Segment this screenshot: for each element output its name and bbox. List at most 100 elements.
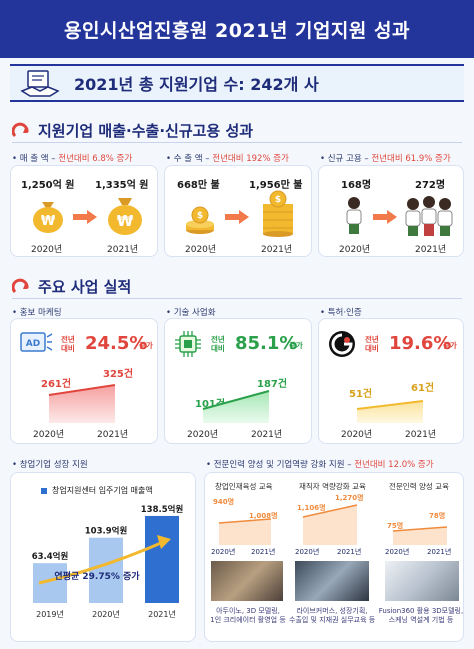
training-a-2020-label: 2020년 <box>211 548 236 556</box>
bar-value-label: 103.9억원 <box>85 526 128 537</box>
tech-2021-value: 187건 <box>257 379 288 390</box>
increase-arrow-icon <box>225 210 249 224</box>
growth-annotation: 연평균 29.75% 증가 <box>54 570 140 582</box>
x-tick-label: 2021년 <box>148 609 176 619</box>
training-a-2021-label: 2021년 <box>251 548 276 556</box>
training-c-2020-label: 2020년 <box>385 548 410 556</box>
patent-seal-icon <box>329 331 355 357</box>
svg-text:AD: AD <box>26 339 40 349</box>
trend-arrow-line <box>38 541 162 585</box>
people-group-icon <box>405 196 453 236</box>
exports-card: 668만 불 1,956만 불 $ $ 2020년 2021년 <box>164 165 312 257</box>
training-b-area-chart <box>302 504 358 545</box>
svg-text:₩: ₩ <box>117 212 134 230</box>
x-tick-label: 2019년 <box>36 609 64 619</box>
won-moneybag-large-icon: ₩ <box>108 198 142 235</box>
tech-card: 전년 대비 85.1% 증가 101건 187건 2020년 2021년 <box>164 318 312 444</box>
bar-2019년 <box>33 563 67 603</box>
tech-2020-label: 2020년 <box>187 430 219 440</box>
svg-text:₩: ₩ <box>41 214 56 229</box>
training-a-photo <box>211 561 283 601</box>
section-divider <box>12 298 462 299</box>
pr-subtitle: • 홍보 마케팅 <box>12 308 62 318</box>
training-a-2020-value: 940명 <box>213 498 235 506</box>
sales-2020-label: 2020년 <box>31 245 63 255</box>
page-title: 용인시산업진흥원 2021년 기업지원 성과 <box>0 0 474 58</box>
exports-2021-value: 1,956만 불 <box>249 180 303 191</box>
pr-area-chart <box>48 384 116 423</box>
growth-arrow-icon <box>12 122 29 137</box>
exports-2020-label: 2020년 <box>185 245 217 255</box>
patent-2021-value: 61건 <box>411 383 435 394</box>
tech-2021-label: 2021년 <box>251 430 283 440</box>
training-b-2021-value: 1,270명 <box>335 494 364 502</box>
hiring-2021-value: 272명 <box>415 180 446 191</box>
section-projects-title: 주요 사업 실적 <box>38 278 132 296</box>
bar-2021년 <box>145 515 179 603</box>
training-c-2021-label: 2021년 <box>427 548 452 556</box>
hiring-2021-label: 2021년 <box>415 245 447 255</box>
startup-chart-title: 창업지원센터 입주기업 매출액 <box>52 486 153 495</box>
training-c-caption: Fusion360 활용 3D모델링, 스케닝 역설계 기법 등 <box>378 607 464 624</box>
person-icon <box>346 197 362 234</box>
tech-2020-value: 101건 <box>195 399 226 410</box>
bar-value-label: 63.4억원 <box>32 551 69 562</box>
training-a-area-chart <box>218 518 272 545</box>
x-tick-label: 2020년 <box>92 609 120 619</box>
training-a-caption: 아두이노, 3D 모델링, 1인 크리에이터 활영업 등 <box>210 607 286 624</box>
microchip-icon <box>175 331 201 357</box>
hiring-2020-value: 168명 <box>341 180 372 191</box>
hiring-subtitle: • 신규 고용 – 전년대비 61.9% 증가 <box>320 154 451 164</box>
training-subtitle: • 전문인력 양성 및 기업역량 강화 지원 – 전년대비 12.0% 증가 <box>206 460 434 470</box>
training-c-2021-value: 78명 <box>429 512 446 520</box>
training-c-2020-value: 75명 <box>387 522 404 530</box>
advertising-icon: AD <box>20 332 53 352</box>
training-c-area-chart <box>392 526 448 545</box>
exports-2020-value: 668만 불 <box>177 180 220 191</box>
won-moneybag-icon: ₩ <box>33 202 63 233</box>
patent-yoy-label: 전년 대비 <box>365 335 379 353</box>
svg-text:$: $ <box>197 211 203 221</box>
sales-2020-value: 1,250억 원 <box>21 180 75 191</box>
sales-card: 1,250억 원 1,335억 원 ₩ ₩ 2020년 2021년 <box>10 165 158 257</box>
startup-card: 창업지원센터 입주기업 매출액 63.4억원 2019년 103.9억원 2020년 1… <box>10 472 196 642</box>
coin-stack-icon: $ <box>186 206 214 234</box>
patent-card: 전년 대비 19.6% 증가 51건 61건 2020년 2021년 <box>318 318 464 444</box>
growth-arrow-icon <box>12 278 29 293</box>
section-divider <box>12 142 462 143</box>
exports-subtitle: • 수 출 액 – 전년대비 192% 증가 <box>166 154 289 164</box>
increase-arrow-icon <box>373 210 397 224</box>
tech-yoy-label: 전년 대비 <box>211 335 225 353</box>
section-projects-header: 주요 사업 실적 <box>12 276 131 297</box>
training-b-title: 재직자 역량강화 교육 <box>299 482 366 491</box>
startup-subtitle: • 창업기업 성장 지원 <box>12 460 88 470</box>
pr-2021-label: 2021년 <box>97 430 129 440</box>
tech-growth-pct: 85.1% <box>235 333 298 354</box>
training-b-2020-label: 2020년 <box>295 548 320 556</box>
pr-yoy-label: 전년 대비 <box>61 335 75 353</box>
pr-2020-value: 261건 <box>41 379 72 390</box>
increase-arrow-icon <box>73 210 97 224</box>
training-b-caption: 라이브커머스, 성장기획, 수출입 및 지재권 실무교육 등 <box>289 607 376 624</box>
training-a-title: 창업인재육성 교육 <box>215 482 273 491</box>
pr-growth-pct: 24.5% <box>85 333 148 354</box>
training-b-2020-value: 1,106명 <box>297 504 326 512</box>
handshake-contract-icon <box>20 70 60 97</box>
sales-2021-value: 1,335억 원 <box>95 180 149 191</box>
training-card: 창업인재육성 교육 940명 1,008명 2020년 2021년 아두이노, … <box>204 472 464 642</box>
patent-2020-label: 2020년 <box>341 430 373 440</box>
tech-area-chart <box>202 390 270 423</box>
patent-2021-label: 2021년 <box>405 430 437 440</box>
pr-2020-label: 2020년 <box>33 430 65 440</box>
training-c-photo <box>385 561 459 601</box>
coin-tower-icon: $ <box>263 190 293 237</box>
training-b-2021-label: 2021년 <box>337 548 362 556</box>
sales-subtitle: • 매 출 액 – 전년대비 6.8% 증가 <box>12 154 133 164</box>
training-c-title: 전문인력 양성 교육 <box>389 482 449 491</box>
training-a-2021-value: 1,008명 <box>249 512 278 520</box>
pr-card: AD 전년 대비 24.5% 증가 261건 325건 2020년 2021년 <box>10 318 158 444</box>
patent-area-chart <box>356 400 424 423</box>
patent-growth-suffix: 증가 <box>443 341 457 350</box>
pr-2021-value: 325건 <box>103 369 134 380</box>
